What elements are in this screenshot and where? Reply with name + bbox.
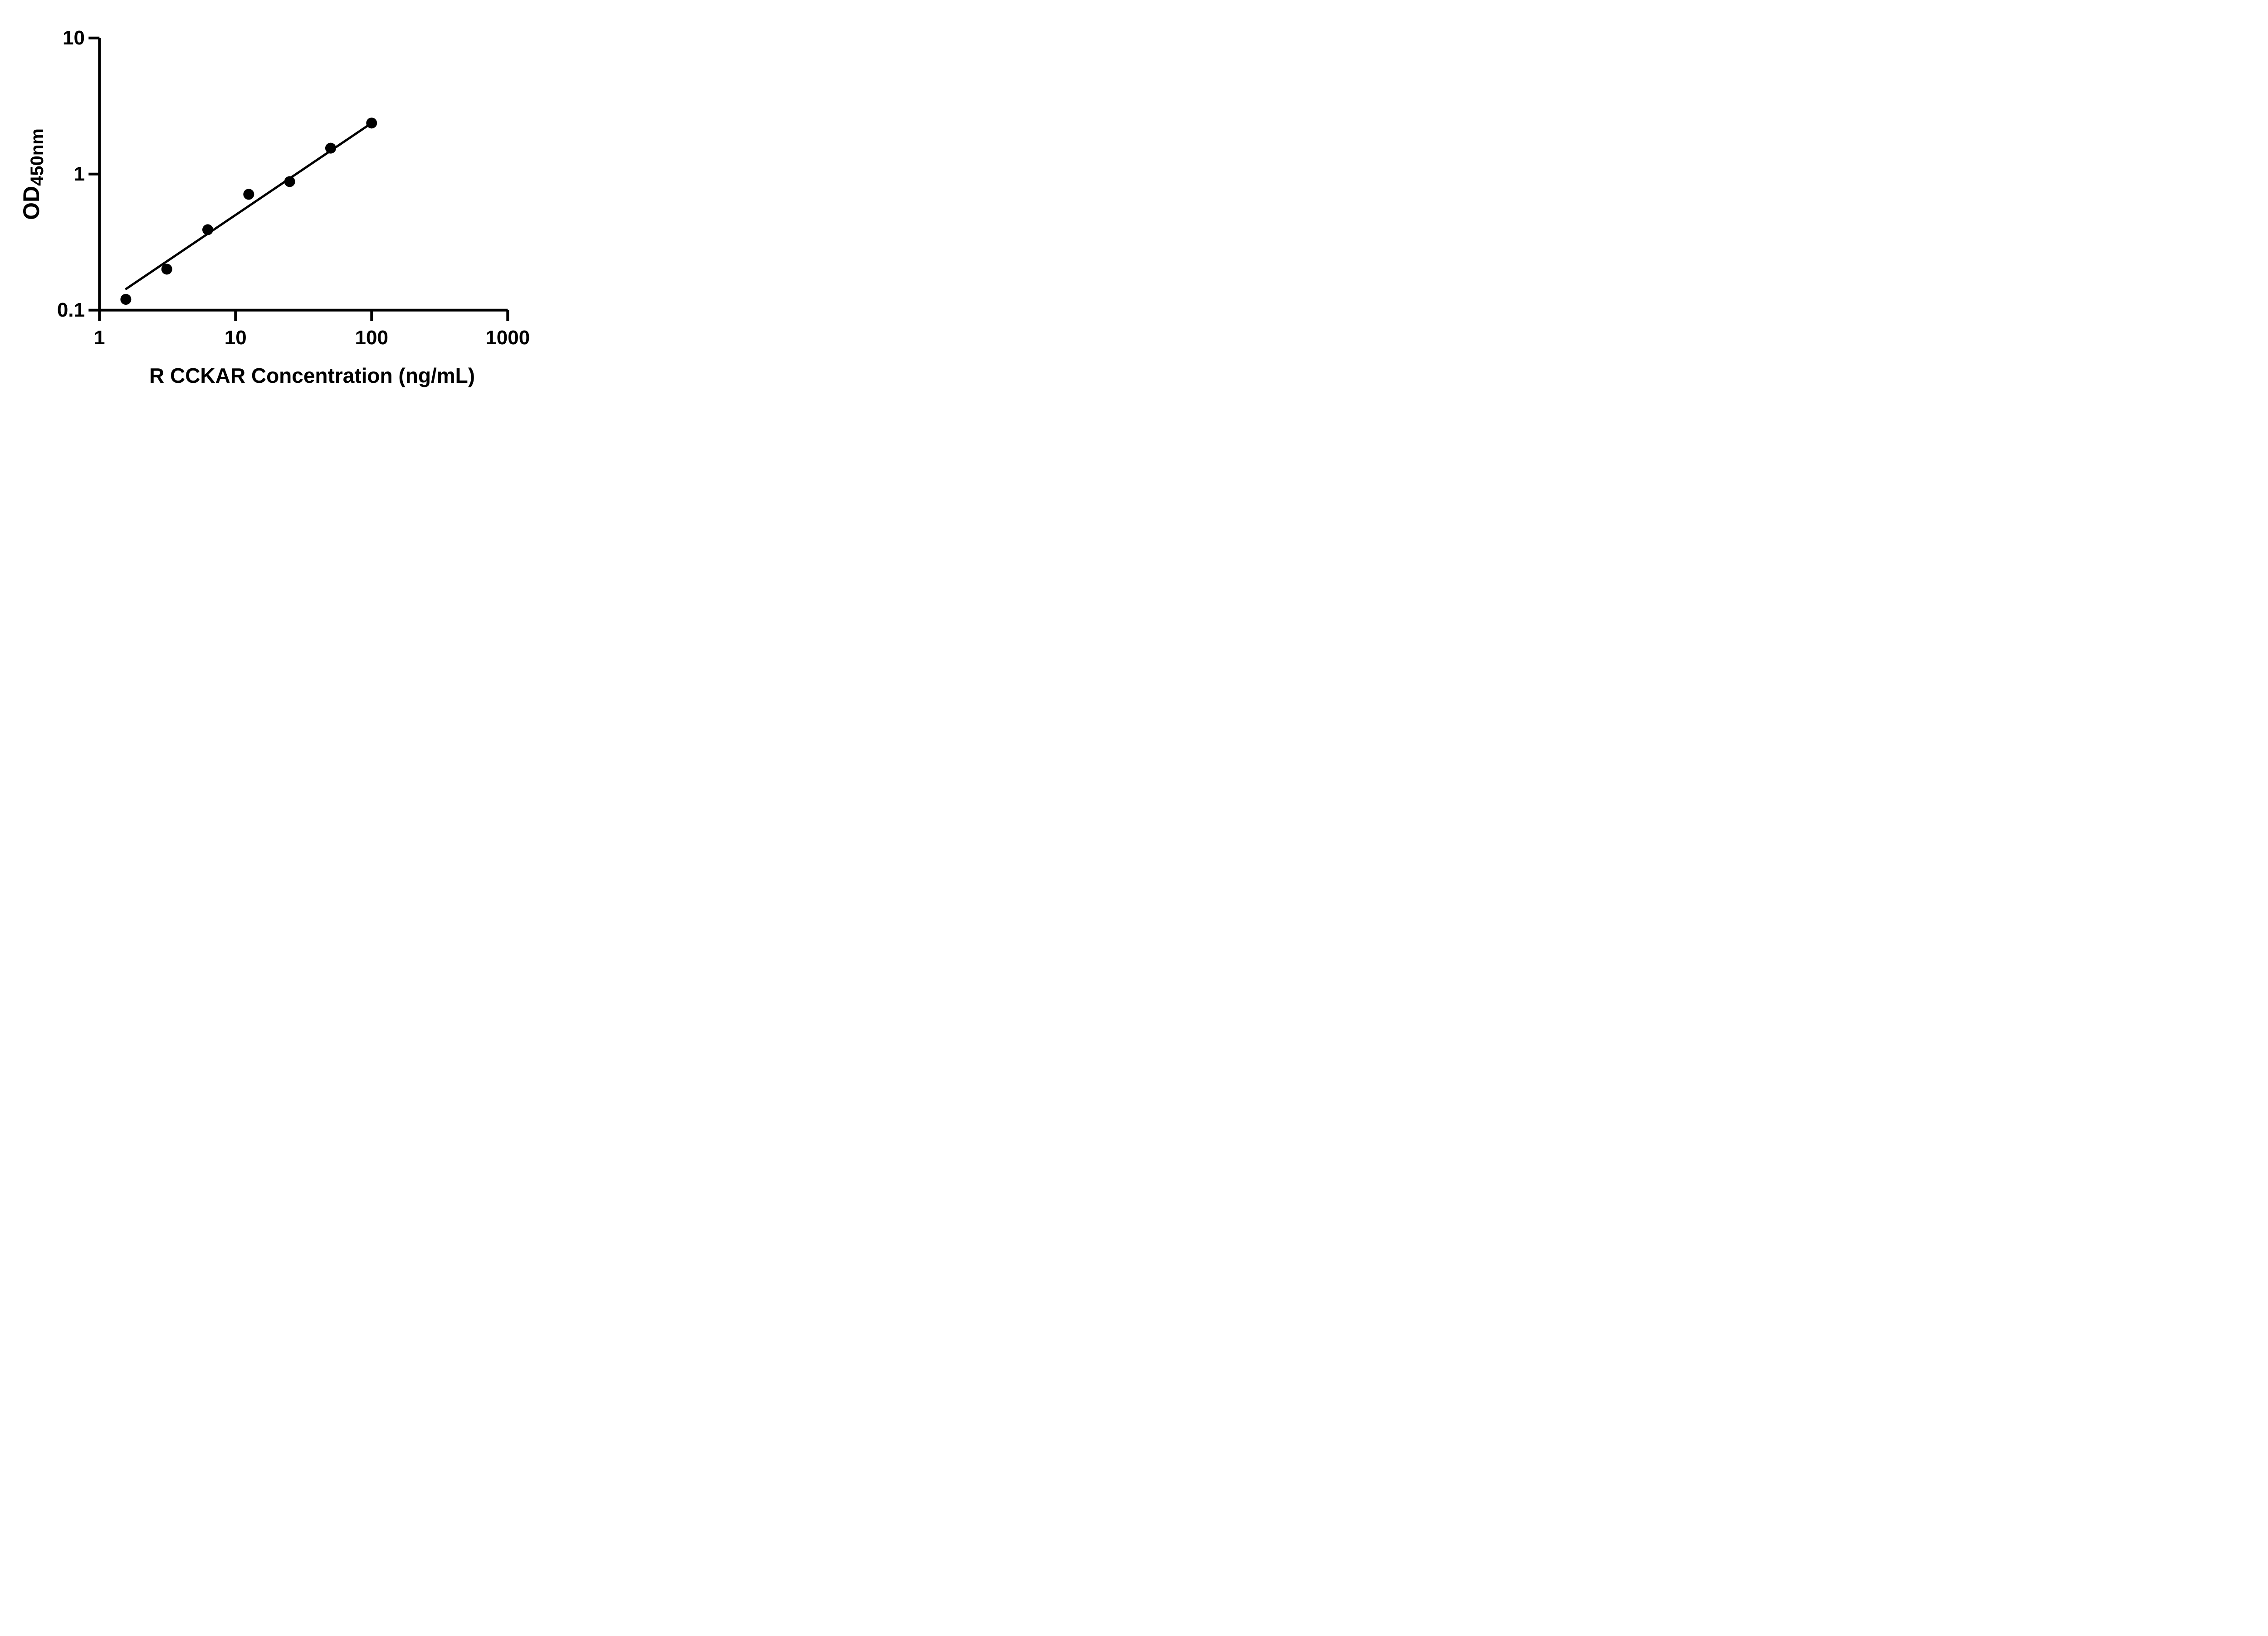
data-point [243,189,254,200]
y-axis-title-subscript: 450nm [27,128,47,186]
data-point [202,224,214,235]
data-point [120,293,132,305]
x-tick-label: 1 [94,327,105,349]
standard-curve-figure: OD450nm R CCKAR Concentration (ng/mL) 1 1… [0,0,569,409]
data-point [284,176,295,187]
y-axis-title-main: OD [19,186,44,220]
data-point [366,117,377,129]
x-axis-title: R CCKAR Concentration (ng/mL) [149,364,475,387]
data-point [161,264,172,275]
x-tick-label: 1000 [485,327,530,349]
y-tick-label: 10 [63,26,85,49]
y-tick-label: 0.1 [57,298,85,321]
data-point [325,142,336,154]
chart-plot-area [88,36,509,321]
x-tick-label: 10 [224,327,247,349]
x-tick-label: 100 [355,327,388,349]
y-tick-label: 1 [73,162,85,185]
y-axis-title: OD450nm [19,128,47,220]
